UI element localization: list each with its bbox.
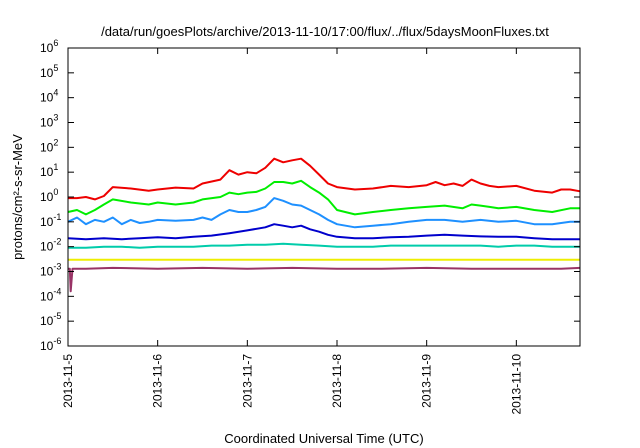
series-line-1 [68, 157, 581, 201]
y-axis: 10-6 10-5 10-4 10-3 10-2 10-1 100 101 102 103 104 1… [40, 38, 580, 353]
y-tick-label: 100 [40, 187, 58, 204]
y-tick-label: 10-2 [40, 237, 61, 254]
x-tick-label: 2013-11-10 [509, 354, 523, 415]
x-tick-label: 2013-11-9 [420, 354, 434, 408]
y-tick-label: 10-1 [40, 212, 61, 229]
x-tick-label: 2013-11-5 [61, 354, 75, 408]
y-tick-label: 104 [40, 88, 58, 105]
series-line-5 [68, 242, 580, 249]
y-tick-label: 102 [40, 137, 58, 154]
x-tick-label: 2013-11-8 [330, 354, 344, 408]
chart-title: /data/run/goesPlots/archive/2013-11-10/1… [101, 24, 549, 39]
y-tick-label: 10-6 [40, 336, 61, 353]
y-tick-label: 10-3 [40, 262, 61, 279]
series-line-2 [67, 179, 580, 216]
y-tick-label: 10-4 [40, 286, 61, 303]
series-line-7 [68, 266, 581, 293]
x-axis-label: Coordinated Universal Time (UTC) [224, 431, 423, 446]
x-tick-label: 2013-11-7 [240, 354, 254, 408]
y-axis-label: protons/cm²-s-sr-MeV [10, 134, 25, 260]
series-line-3 [67, 197, 580, 229]
y-tick-label: 101 [40, 162, 58, 179]
series-layer [67, 157, 581, 293]
y-tick-label: 10-5 [40, 311, 61, 328]
y-tick-label: 106 [40, 38, 58, 55]
y-tick-label: 105 [40, 63, 58, 80]
y-tick-label: 103 [40, 113, 58, 130]
x-axis: 2013-11-5 2013-11-6 2013-11-7 2013-11-8 2013… [61, 48, 523, 415]
series-line-4 [67, 223, 580, 241]
x-tick-label: 2013-11-6 [151, 354, 165, 408]
